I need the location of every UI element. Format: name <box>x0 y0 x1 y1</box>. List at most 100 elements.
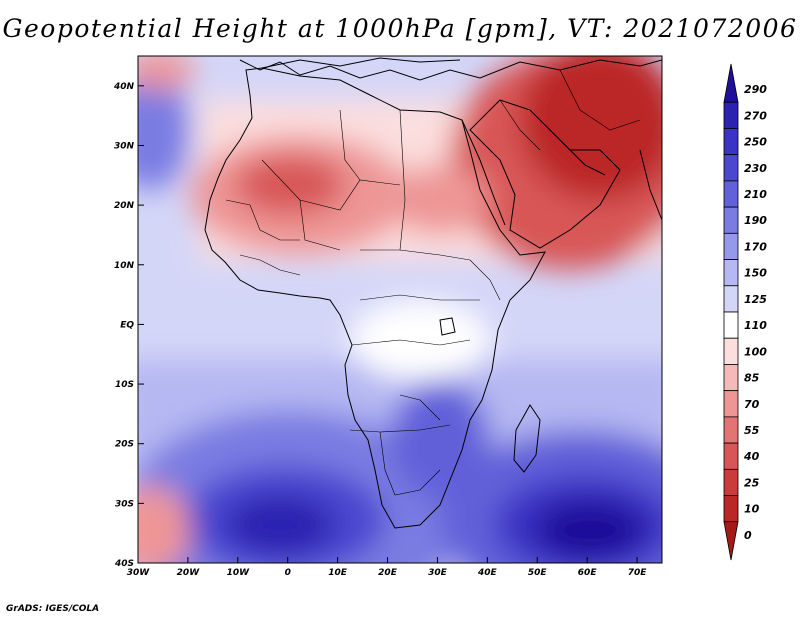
colorbar-label: 125 <box>744 293 767 306</box>
colorbar-bottom-arrow <box>723 521 739 561</box>
y-tick-label: 30N <box>114 141 135 151</box>
colorbar-segment <box>723 128 739 156</box>
colorbar-label: 85 <box>744 372 760 385</box>
arabia-coastline <box>469 99 621 249</box>
mediterranean-coast <box>261 57 461 69</box>
border-central <box>360 249 471 261</box>
colorbar-label: 230 <box>744 162 767 175</box>
coastlines <box>204 57 662 529</box>
colorbar-label: 0 <box>744 529 752 542</box>
colorbar-label: 290 <box>744 83 767 96</box>
border-south-1 <box>349 424 451 433</box>
border-south-2 <box>379 431 441 496</box>
colorbar-label: 270 <box>744 109 767 122</box>
field-atlantic-high-core <box>225 495 335 555</box>
y-tick-label: 30S <box>115 499 134 509</box>
colorbar-segment <box>723 495 739 523</box>
border-west-2 <box>239 254 301 276</box>
colorbar-label: 10 <box>744 503 760 516</box>
europe-coastline <box>239 59 662 81</box>
x-tick-label: 30E <box>428 568 448 578</box>
field-nw-low <box>138 56 195 90</box>
colorbar: 2902702502302101901701501251101008570554… <box>723 63 767 561</box>
colorbar-segment <box>723 311 739 339</box>
border-equator <box>351 339 471 346</box>
persian-gulf <box>559 139 606 176</box>
border-middle-east <box>499 99 541 151</box>
colorbar-label: 250 <box>744 136 767 149</box>
india-coast <box>639 149 662 221</box>
x-tick-label: 40E <box>477 568 498 578</box>
colorbar-segment <box>723 442 739 470</box>
lake-victoria <box>439 317 456 336</box>
border-east-1 <box>469 259 501 301</box>
colorbar-segment <box>723 337 739 365</box>
border-sahara-4 <box>299 199 341 251</box>
colorbar-segment <box>723 206 739 234</box>
border-south-3 <box>399 394 441 421</box>
colorbar-label: 210 <box>744 188 767 201</box>
border-middle-east-2 <box>559 69 641 131</box>
x-tick-label: 70E <box>628 568 648 578</box>
y-tick-label: 40S <box>114 559 134 569</box>
y-tick-label: 20N <box>114 201 135 211</box>
x-tick-label: 20E <box>378 568 398 578</box>
colorbar-segment <box>723 468 739 496</box>
field-indian-high-core <box>535 500 645 560</box>
border-sahara-2 <box>339 109 361 181</box>
border-sahara-1 <box>261 159 401 211</box>
africa-coastline <box>204 67 546 529</box>
colorbar-label: 170 <box>744 240 767 253</box>
chart-title: Geopotential Height at 1000hPa [gpm], VT… <box>2 14 798 43</box>
country-borders <box>225 69 641 496</box>
colorbar-label: 190 <box>744 214 767 227</box>
y-axis: 40N 30N 20N 10N EQ 10S 20S 30S 40S <box>113 82 144 569</box>
height-field <box>138 56 662 563</box>
colorbar-segment <box>723 285 739 313</box>
colorbar-top-arrow <box>723 63 739 103</box>
border-central-2 <box>359 294 480 301</box>
border-west-1 <box>225 199 300 241</box>
y-tick-label: 10S <box>115 380 134 390</box>
colorbar-label: 55 <box>744 424 760 437</box>
plot-frame <box>137 55 663 564</box>
colorbar-label: 25 <box>744 476 760 489</box>
colorbar-label: 110 <box>744 319 767 332</box>
field-equator-neutral <box>350 300 490 380</box>
red-sea <box>461 119 506 226</box>
x-tick-label: 10W <box>227 568 251 578</box>
colorbar-label: 70 <box>744 398 760 411</box>
border-sahara-3 <box>399 109 406 251</box>
colorbar-label: 100 <box>744 345 767 358</box>
x-tick-label: 10E <box>328 568 348 578</box>
y-tick-label: 20S <box>115 440 134 450</box>
colorbar-segment <box>723 101 739 129</box>
field-azores-high <box>138 70 190 190</box>
y-tick-label: EQ <box>120 320 134 330</box>
madagascar-coastline <box>513 404 541 473</box>
grads-credit: GrADS: IGES/COLA <box>6 604 100 614</box>
colorbar-label: 40 <box>743 450 760 463</box>
field-sahara-low-core <box>235 155 345 215</box>
x-tick-label: 30W <box>127 568 151 578</box>
x-tick-label: 20W <box>177 568 201 578</box>
colorbar-segment <box>723 416 739 444</box>
colorbar-segment <box>723 232 739 260</box>
field-arabia-low-core <box>520 56 662 200</box>
field-sw-low <box>138 485 190 563</box>
field-southern-africa-high <box>390 380 490 500</box>
y-tick-label: 10N <box>114 261 135 271</box>
x-axis: 30W 20W 10W 0 10E 20E 30E 40E 50E 60E 70E <box>127 557 647 578</box>
x-tick-label: 50E <box>528 568 548 578</box>
colorbar-segment <box>723 180 739 208</box>
field-egypt-low <box>390 165 490 235</box>
colorbar-segment <box>723 390 739 418</box>
colorbar-segment <box>723 154 739 182</box>
x-tick-label: 0 <box>285 568 291 578</box>
colorbar-label: 150 <box>744 267 767 280</box>
colorbar-segment <box>723 259 739 287</box>
y-tick-label: 40N <box>113 82 135 92</box>
x-tick-label: 60E <box>578 568 598 578</box>
colorbar-segment <box>723 364 739 392</box>
